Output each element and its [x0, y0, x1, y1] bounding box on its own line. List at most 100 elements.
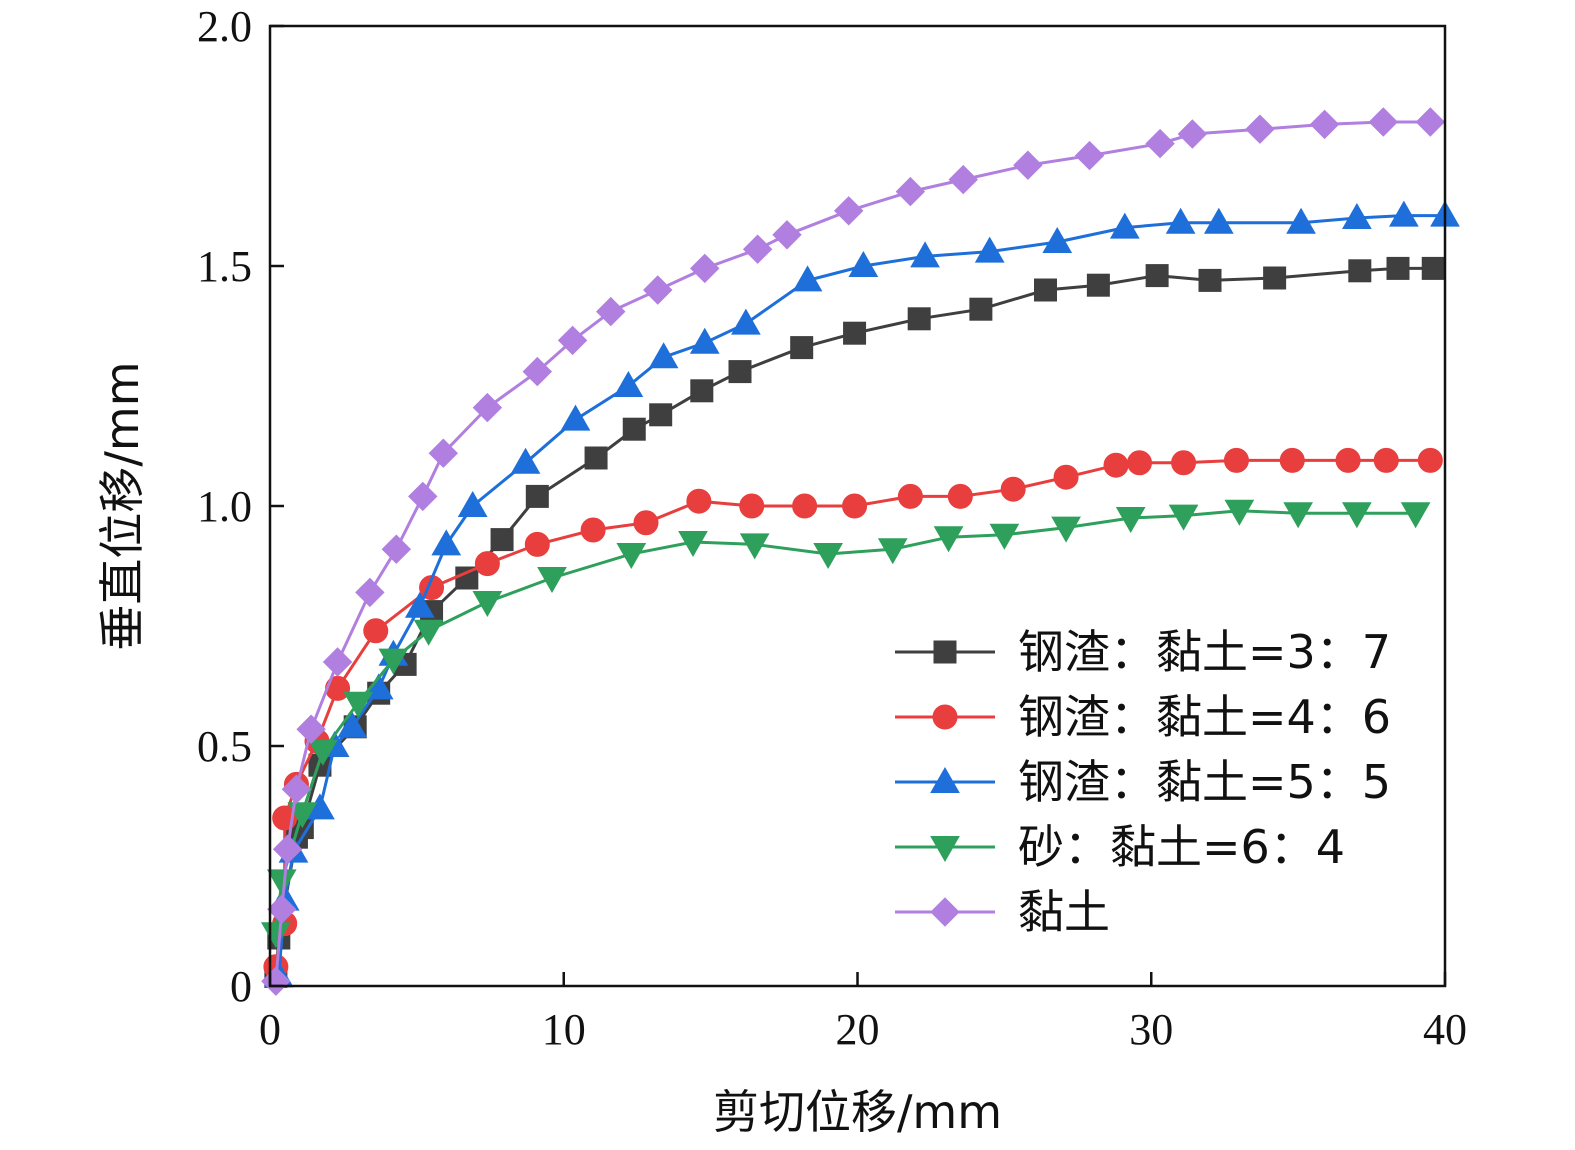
legend-marker	[930, 836, 960, 863]
data-point	[1309, 109, 1340, 140]
data-point	[1342, 202, 1372, 229]
data-point	[1013, 150, 1043, 180]
legend-marker	[932, 704, 958, 730]
data-point	[690, 379, 714, 403]
data-point	[343, 691, 373, 718]
data-point	[907, 307, 931, 331]
x-tick-label: 10	[542, 1005, 586, 1054]
legend-entry: 砂：黏土=6：4	[895, 820, 1345, 874]
data-point	[404, 591, 435, 618]
data-point	[1042, 226, 1073, 253]
data-point	[381, 534, 412, 564]
data-point	[472, 392, 503, 423]
data-point	[1103, 452, 1129, 478]
data-point	[643, 275, 673, 305]
legend-label: 钢渣：黏土=4：6	[1018, 690, 1391, 744]
data-point	[272, 834, 303, 864]
y-tick-label: 1.5	[197, 242, 252, 291]
data-point	[728, 360, 752, 384]
data-point	[772, 220, 802, 250]
data-point	[1368, 107, 1399, 137]
data-point	[1127, 450, 1152, 476]
data-point	[1417, 447, 1443, 473]
data-point	[524, 531, 550, 557]
y-axis-title: 垂直位移/mm	[95, 361, 149, 650]
legend-entry: 黏土	[895, 885, 1110, 939]
data-point	[557, 325, 588, 356]
data-point	[948, 164, 978, 195]
data-point	[1245, 114, 1275, 144]
data-point	[457, 490, 488, 517]
data-point	[616, 543, 647, 570]
data-point	[1386, 256, 1410, 280]
data-point	[1168, 504, 1199, 531]
data-point	[742, 234, 773, 264]
data-point	[355, 577, 385, 608]
data-point	[1051, 516, 1081, 543]
data-point	[1224, 499, 1255, 526]
y-tick-label: 1.0	[197, 482, 252, 531]
data-point	[622, 417, 646, 441]
series-layer	[261, 107, 1460, 996]
data-point	[792, 265, 823, 292]
series-4	[261, 107, 1446, 996]
data-point	[510, 447, 541, 474]
data-point	[596, 296, 626, 327]
data-point	[287, 802, 318, 829]
data-point	[322, 647, 353, 677]
data-point	[266, 869, 297, 896]
data-point	[848, 250, 879, 277]
legend-marker	[930, 766, 960, 793]
data-point	[1279, 447, 1305, 473]
y-tick-label: 2.0	[197, 2, 252, 51]
data-point	[974, 236, 1005, 263]
data-point	[1198, 268, 1222, 292]
series-2	[263, 200, 1460, 988]
data-point	[1286, 207, 1316, 234]
series-line	[274, 458, 1431, 968]
data-point	[1348, 259, 1372, 283]
series-1	[263, 447, 1443, 980]
x-tick-label: 30	[1129, 1005, 1173, 1054]
data-point	[843, 321, 867, 345]
data-point	[267, 894, 297, 924]
data-point	[281, 774, 312, 804]
data-point	[1421, 256, 1445, 280]
data-point	[525, 484, 549, 508]
data-point	[1171, 450, 1197, 476]
data-point	[1145, 128, 1175, 159]
data-point	[1335, 447, 1361, 473]
data-point	[580, 517, 606, 543]
data-point	[1415, 107, 1446, 137]
data-point	[833, 196, 864, 226]
data-point	[877, 538, 908, 565]
data-point	[308, 739, 338, 766]
data-point	[689, 327, 720, 354]
data-point	[969, 297, 993, 321]
data-point	[1342, 502, 1372, 529]
data-point	[1263, 266, 1287, 290]
data-point	[1165, 207, 1196, 234]
data-point	[895, 176, 926, 207]
data-point	[431, 529, 462, 556]
data-point	[790, 336, 814, 360]
data-point	[739, 533, 770, 560]
data-point	[1177, 119, 1208, 149]
data-point	[613, 370, 644, 397]
data-point	[1145, 264, 1169, 288]
data-point	[933, 526, 964, 553]
data-point	[522, 356, 553, 387]
legend-entry: 钢渣：黏土=3：7	[895, 625, 1391, 679]
ticks-layer: 0 10 20 30 40 0 0.5 1.0 1.5 2.0	[197, 2, 1467, 1054]
data-point	[690, 253, 720, 284]
data-point	[649, 403, 673, 427]
legend: 钢渣：黏土=3：7 钢渣：黏土=4：6 钢渣：黏土=5：5 砂：黏土=6：4 黏土	[895, 625, 1391, 939]
data-point	[686, 488, 712, 514]
data-point	[1203, 207, 1234, 234]
data-point	[739, 493, 765, 519]
data-point	[813, 543, 843, 570]
data-point	[731, 308, 761, 335]
data-point	[363, 618, 389, 644]
data-point	[378, 648, 409, 675]
